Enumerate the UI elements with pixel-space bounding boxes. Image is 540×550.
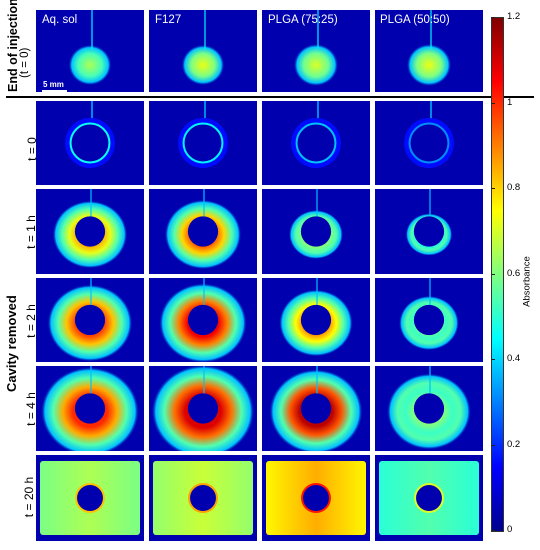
colorbar-tick-label: 1	[507, 96, 513, 108]
panel-r1-c0	[36, 101, 144, 185]
panel-r2-c3	[375, 189, 483, 274]
colorbar	[491, 17, 504, 532]
colorbar-tick-mark	[491, 102, 495, 104]
panel-r5-c0	[36, 455, 144, 541]
panel-r4-c3	[375, 366, 483, 451]
panel-r4-c1	[149, 366, 257, 451]
panel-r0-c1	[149, 10, 257, 92]
panel-r2-c1	[149, 189, 257, 274]
section-label-top-line2: (t = 0)	[19, 47, 31, 78]
section-label-top: End of injection	[6, 0, 20, 92]
colorbar-tick-mark	[491, 17, 495, 18]
scale-bar	[42, 90, 67, 92]
colorbar-tick-label: 1.2	[507, 11, 521, 22]
colorbar-label: Absorbance	[521, 256, 533, 307]
colorbar-tick-mark	[491, 273, 495, 275]
row-label-4: t = 20 h	[22, 476, 37, 518]
colorbar-tick-label: 0.6	[507, 267, 521, 279]
section-label-top-sub: (t = 0)	[19, 48, 31, 78]
column-title-1: F127	[155, 14, 182, 26]
panel-r1-c2	[262, 101, 370, 185]
column-title-3: PLGA (50:50)	[380, 14, 450, 26]
panel-r2-c0	[36, 189, 144, 274]
colorbar-tick-label: 0	[507, 524, 513, 535]
panel-r4-c2	[262, 366, 370, 451]
panel-r5-c1	[149, 455, 257, 541]
column-title-2: PLGA (75:25)	[268, 14, 338, 26]
panel-r5-c2	[262, 455, 370, 541]
colorbar-tick-label: 0.8	[507, 182, 521, 193]
column-title-0: Aq. sol	[42, 14, 78, 26]
panel-r0-c2	[262, 10, 370, 92]
panel-r1-c3	[375, 101, 483, 185]
section-label-bottom: Cavity removed	[4, 295, 19, 392]
panel-r3-c2	[262, 278, 370, 362]
panel-r3-c1	[149, 278, 257, 362]
panel-r2-c2	[262, 189, 370, 274]
panel-r0-c3	[375, 10, 483, 92]
panel-r4-c0	[36, 366, 144, 451]
colorbar-tick-label: 0.4	[507, 353, 521, 364]
section-label-bottom-text: Cavity removed	[4, 295, 19, 392]
section-divider	[6, 96, 534, 98]
panel-r1-c1	[149, 101, 257, 185]
panel-r0-c0	[36, 10, 144, 92]
colorbar-tick-mark	[491, 359, 495, 360]
colorbar-tick-mark	[491, 444, 495, 446]
section-label-top-line1: End of injection	[6, 0, 20, 92]
colorbar-tick-mark	[491, 188, 495, 189]
colorbar-tick-mark	[491, 530, 495, 531]
panel-r3-c3	[375, 278, 483, 362]
colorbar-tick-label: 0.2	[507, 438, 521, 450]
scale-bar-label: 5 mm	[43, 80, 64, 89]
panel-r5-c3	[375, 455, 483, 541]
panel-r3-c0	[36, 278, 144, 362]
